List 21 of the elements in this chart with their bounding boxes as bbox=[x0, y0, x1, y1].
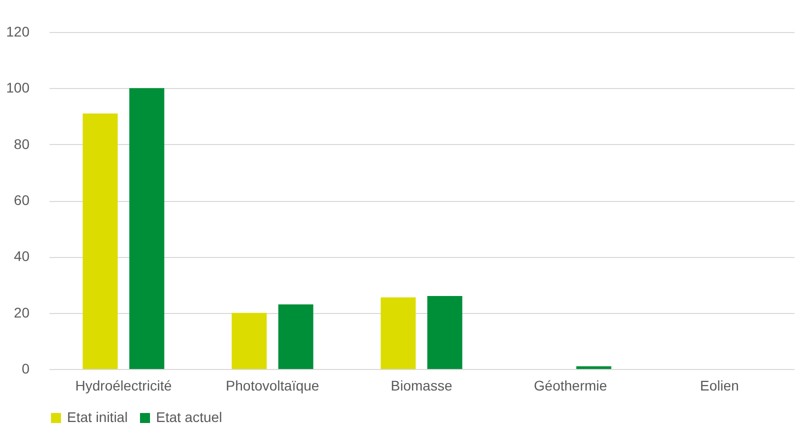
legend-label: Etat initial bbox=[67, 409, 128, 425]
bar bbox=[576, 366, 612, 369]
x-tick-label: Photovoltaïque bbox=[226, 378, 320, 394]
bar bbox=[427, 296, 462, 369]
y-tick-label: 60 bbox=[14, 192, 30, 208]
bar bbox=[82, 113, 118, 369]
y-tick-label: 40 bbox=[14, 248, 30, 264]
y-tick-label: 120 bbox=[6, 24, 30, 40]
x-tick-label: Biomasse bbox=[390, 378, 452, 394]
y-tick-label: 100 bbox=[6, 80, 30, 96]
y-tick-label: 20 bbox=[14, 304, 30, 320]
y-tick-label: 0 bbox=[22, 360, 30, 376]
x-tick-label: Eolien bbox=[700, 378, 739, 394]
bar bbox=[380, 297, 416, 369]
bar bbox=[232, 312, 267, 369]
bar bbox=[278, 304, 314, 369]
bar bbox=[129, 88, 164, 369]
y-tick-label: 80 bbox=[14, 136, 30, 152]
legend-label: Etat actuel bbox=[156, 409, 222, 425]
x-tick-label: Hydroélectricité bbox=[75, 378, 172, 394]
x-tick-label: Géothermie bbox=[534, 378, 608, 394]
